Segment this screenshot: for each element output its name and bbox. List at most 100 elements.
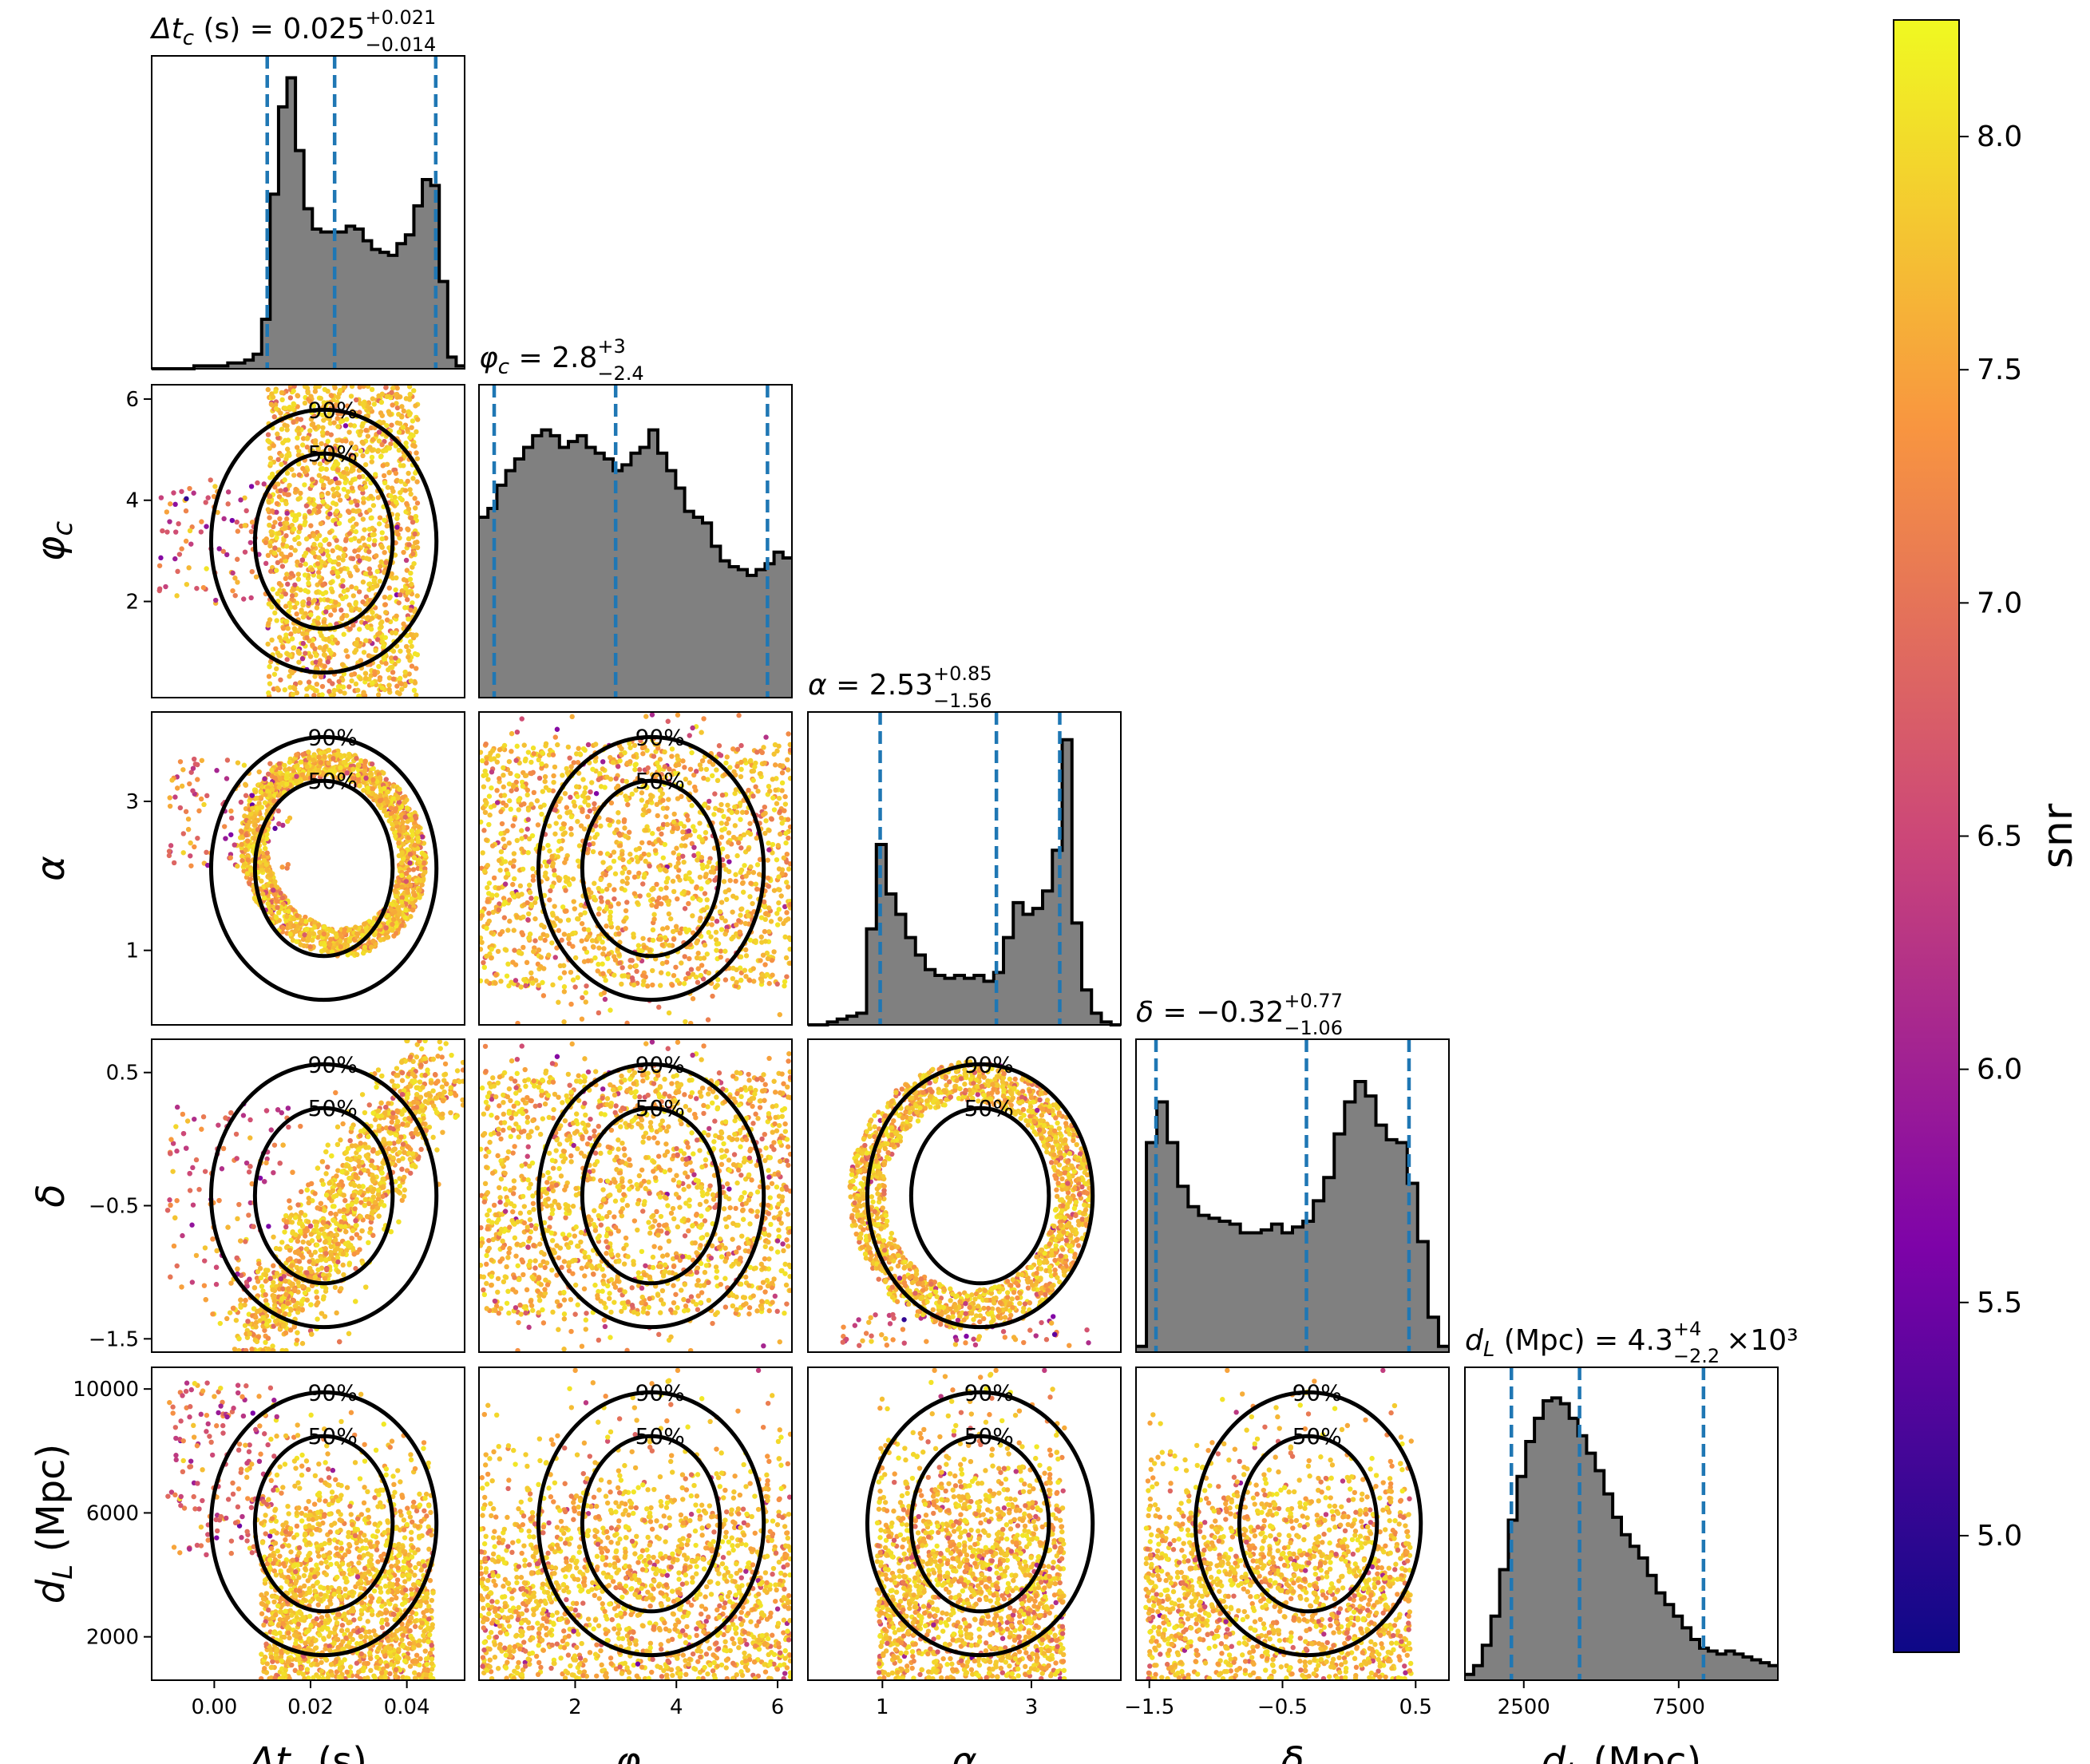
scatter-point (267, 908, 274, 915)
scatter-point (344, 770, 350, 776)
scatter-point (309, 567, 315, 572)
scatter-point (277, 516, 283, 522)
scatter-point (781, 855, 787, 860)
scatter-point (394, 883, 401, 888)
scatter-point (718, 753, 724, 758)
scatter-point (673, 762, 679, 769)
scatter-point (307, 398, 313, 405)
scatter-point (718, 834, 725, 840)
scatter-point (422, 869, 428, 876)
scatter-point (265, 785, 271, 790)
scatter-point (367, 445, 373, 450)
scatter-point (294, 773, 299, 779)
scatter-point (214, 768, 220, 773)
scatter-point (292, 686, 298, 692)
scatter-point (603, 872, 608, 878)
scatter-point (300, 436, 307, 441)
scatter-point (356, 589, 362, 595)
scatter-point (552, 904, 557, 909)
scatter-point (655, 813, 660, 819)
scatter-point (239, 841, 244, 848)
scatter-point (510, 823, 516, 829)
scatter-point (503, 875, 509, 880)
scatter-point (666, 911, 672, 917)
scatter-point (746, 787, 751, 793)
scatter-point (643, 714, 649, 719)
scatter-point (326, 760, 331, 766)
scatter-point (785, 757, 790, 763)
scatter-point (616, 764, 621, 769)
scatter-point (673, 924, 679, 929)
scatter-point (390, 821, 395, 827)
scatter-point (649, 712, 655, 718)
scatter-point (506, 840, 512, 846)
scatter-point (718, 821, 725, 826)
scatter-point (655, 900, 661, 906)
scatter-point (314, 681, 320, 687)
scatter-point (422, 852, 428, 859)
scatter-point (619, 965, 625, 971)
scatter-point (277, 587, 283, 593)
scatter-point (276, 761, 282, 767)
scatter-point (627, 852, 633, 857)
scatter-point (336, 445, 342, 450)
scatter-point (399, 899, 405, 905)
scatter-point (561, 989, 568, 995)
scatter-point (559, 937, 564, 943)
scatter-point (381, 420, 386, 425)
scatter-point (381, 770, 386, 776)
scatter-point (724, 754, 730, 760)
scatter-point (358, 757, 364, 764)
scatter-point (310, 685, 315, 691)
scatter-point (480, 850, 485, 856)
scatter-point (686, 927, 692, 933)
scatter-point (528, 759, 534, 765)
scatter-point (346, 927, 353, 933)
scatter-point (284, 544, 290, 549)
scatter-point (614, 827, 619, 833)
scatter-point (485, 899, 490, 904)
scatter-point (409, 425, 414, 430)
scatter-point (560, 773, 565, 778)
scatter-point (243, 805, 249, 812)
scatter-point (690, 896, 695, 901)
scatter-point (779, 780, 786, 786)
scatter-point (289, 670, 295, 676)
scatter-point (325, 438, 331, 445)
scatter-point (414, 500, 421, 506)
scatter-point (349, 672, 354, 678)
scatter-point (540, 931, 546, 937)
scatter-point (294, 939, 299, 944)
scatter-point (254, 795, 259, 801)
scatter-point (608, 909, 613, 915)
scatter-point (778, 815, 785, 821)
scatter-point (658, 886, 664, 892)
scatter-point (778, 831, 783, 837)
scatter-point (369, 454, 375, 461)
scatter-point (420, 877, 426, 883)
scatter-point (334, 508, 340, 514)
scatter-point (268, 529, 274, 535)
scatter-point (249, 793, 255, 798)
scatter-point (704, 951, 711, 957)
scatter-point (409, 896, 415, 902)
scatter-point (333, 402, 338, 408)
scatter-point (369, 386, 375, 393)
scatter-point (268, 781, 274, 787)
scatter-point (261, 858, 267, 864)
scatter-point (338, 688, 343, 694)
scatter-point (359, 439, 365, 445)
scatter-point (247, 540, 253, 545)
scatter-point (316, 473, 323, 478)
scatter-point (511, 876, 517, 882)
scatter-point (662, 841, 668, 848)
scatter-point (562, 790, 568, 797)
scatter-point (535, 822, 541, 828)
scatter-point (296, 431, 302, 437)
scatter-point (364, 623, 370, 630)
scatter-point (690, 996, 696, 1002)
scatter-point (762, 760, 767, 766)
scatter-point (338, 546, 343, 552)
scatter-point (409, 663, 415, 669)
scatter-point (547, 897, 552, 903)
